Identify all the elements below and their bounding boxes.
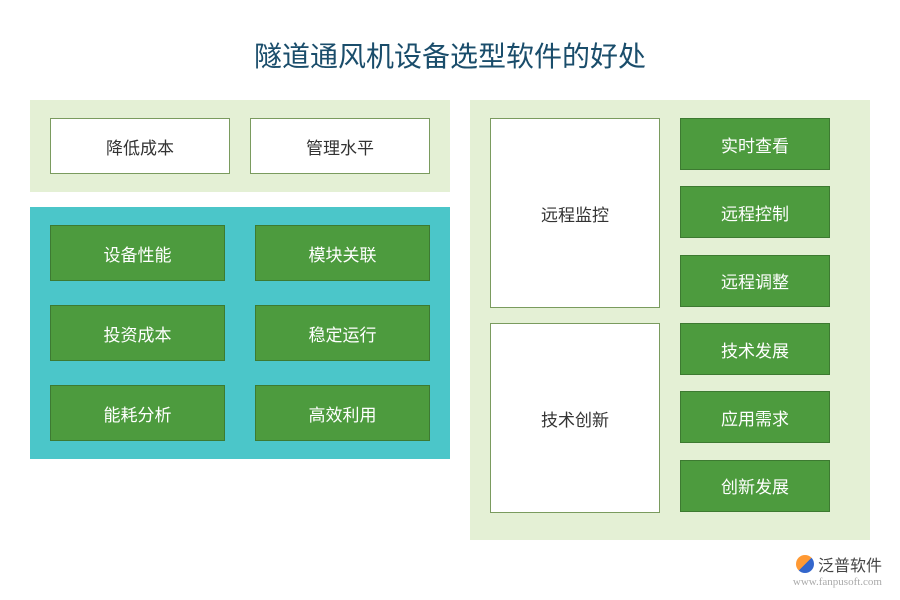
realtime-view-box: 实时查看 xyxy=(680,118,830,170)
top-row: 降低成本 管理水平 xyxy=(50,118,430,174)
module-association-box: 模块关联 xyxy=(255,225,430,281)
innovation-development-box: 创新发展 xyxy=(680,460,830,512)
equipment-performance-box: 设备性能 xyxy=(50,225,225,281)
brand-logo-icon xyxy=(796,555,814,573)
energy-analysis-box: 能耗分析 xyxy=(50,385,225,441)
watermark-url: www.fanpusoft.com xyxy=(793,576,882,588)
right-column: 远程监控 实时查看 远程控制 远程调整 技术创新 技术发展 应用需求 创新发展 xyxy=(470,100,870,540)
left-column: 降低成本 管理水平 设备性能 模块关联 投资成本 稳定运行 能耗分析 高效利用 xyxy=(30,100,450,540)
watermark: 泛普软件 www.fanpusoft.com xyxy=(793,552,882,588)
remote-monitoring-category: 远程监控 xyxy=(490,118,660,308)
stable-operation-box: 稳定运行 xyxy=(255,305,430,361)
right-grid: 远程监控 实时查看 远程控制 远程调整 技术创新 技术发展 应用需求 创新发展 xyxy=(490,118,850,513)
watermark-brand-row: 泛普软件 xyxy=(796,552,882,576)
feature-grid: 设备性能 模块关联 投资成本 稳定运行 能耗分析 高效利用 xyxy=(50,225,430,441)
remote-adjust-box: 远程调整 xyxy=(680,255,830,307)
tech-innovation-category: 技术创新 xyxy=(490,323,660,513)
bottom-left-panel: 设备性能 模块关联 投资成本 稳定运行 能耗分析 高效利用 xyxy=(30,207,450,459)
investment-cost-box: 投资成本 xyxy=(50,305,225,361)
watermark-brand: 泛普软件 xyxy=(818,552,882,576)
diagram-container: 降低成本 管理水平 设备性能 模块关联 投资成本 稳定运行 能耗分析 高效利用 … xyxy=(0,100,900,540)
top-left-panel: 降低成本 管理水平 xyxy=(30,100,450,192)
right-panel: 远程监控 实时查看 远程控制 远程调整 技术创新 技术发展 应用需求 创新发展 xyxy=(470,100,870,540)
remote-control-box: 远程控制 xyxy=(680,186,830,238)
efficient-use-box: 高效利用 xyxy=(255,385,430,441)
application-demand-box: 应用需求 xyxy=(680,391,830,443)
management-level-box: 管理水平 xyxy=(250,118,430,174)
tech-development-box: 技术发展 xyxy=(680,323,830,375)
cost-reduction-box: 降低成本 xyxy=(50,118,230,174)
page-title: 隧道通风机设备选型软件的好处 xyxy=(0,0,900,100)
